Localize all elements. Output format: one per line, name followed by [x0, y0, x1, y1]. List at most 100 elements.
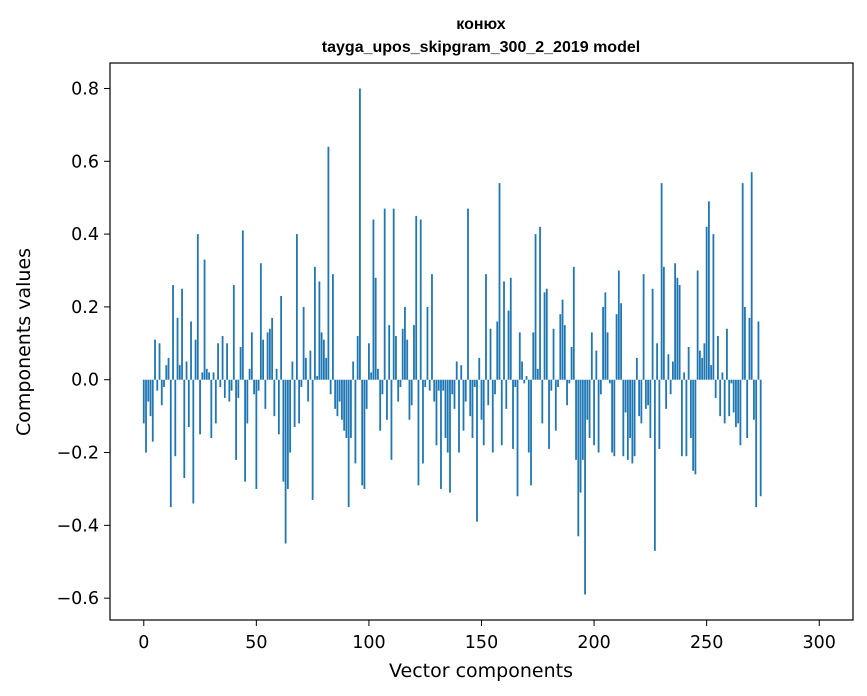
bar-18: [183, 379, 186, 479]
bar-232: [665, 379, 668, 409]
bar-92: [350, 379, 352, 438]
bar-52: [259, 263, 262, 380]
x-tick-label: 200: [577, 633, 610, 653]
bar-125: [424, 379, 427, 388]
bar-165: [514, 379, 517, 388]
bar-237: [676, 277, 679, 380]
bar-194: [579, 379, 582, 493]
bar-192: [575, 379, 577, 460]
bar-155: [491, 379, 494, 453]
bar-27: [203, 259, 206, 380]
bar-245: [694, 379, 697, 475]
bar-60: [277, 379, 280, 435]
y-tick-label: 0.2: [71, 298, 99, 318]
bar-257: [721, 372, 724, 380]
bar-47: [248, 368, 251, 380]
bar-183: [554, 379, 557, 431]
bar-234: [669, 379, 672, 395]
bar-91: [347, 379, 350, 508]
bar-33: [217, 343, 219, 380]
bar-81: [325, 357, 328, 380]
bar-250: [705, 226, 708, 380]
bar-180: [548, 379, 550, 449]
chart-title: конюх: [456, 16, 506, 33]
bar-123: [419, 219, 422, 380]
bar-215: [626, 379, 629, 460]
bar-227: [653, 379, 656, 551]
bar-244: [692, 379, 695, 471]
bar-12: [169, 379, 172, 508]
bar-249: [703, 343, 706, 380]
bar-15: [176, 317, 179, 380]
bar-71: [302, 306, 305, 380]
bar-133: [442, 379, 445, 391]
bar-115: [401, 328, 404, 380]
bar-67: [293, 379, 296, 428]
bar-259: [726, 328, 728, 380]
bar-56: [268, 328, 271, 380]
bar-206: [606, 332, 609, 380]
bar-127: [428, 379, 431, 391]
bar-131: [437, 379, 440, 391]
bar-114: [399, 379, 402, 388]
x-tick-label: 150: [465, 633, 498, 653]
bar-242: [687, 346, 690, 380]
bar-28: [205, 368, 208, 380]
bar-2: [147, 379, 150, 402]
bar-88: [341, 379, 343, 420]
bar-101: [370, 372, 373, 380]
bar-185: [559, 314, 562, 380]
bar-86: [336, 379, 339, 417]
bar-226: [651, 288, 654, 380]
bar-182: [552, 328, 555, 380]
bar-196: [584, 379, 586, 595]
bar-75: [311, 379, 314, 500]
bar-159: [500, 379, 503, 446]
bar-87: [338, 379, 341, 402]
bar-69: [298, 379, 301, 424]
bar-236: [674, 263, 677, 380]
bar-139: [455, 361, 458, 380]
bar-212: [620, 303, 622, 380]
bar-44: [241, 230, 244, 380]
bar-178: [543, 292, 546, 380]
bar-251: [708, 201, 710, 380]
bar-147: [473, 379, 476, 388]
bar-157: [496, 321, 499, 380]
bar-83: [329, 379, 332, 395]
bar-109: [388, 325, 391, 380]
bar-202: [597, 379, 600, 453]
bar-46: [246, 379, 249, 424]
bar-8: [160, 379, 163, 406]
bar-11: [167, 357, 170, 380]
bar-134: [444, 379, 447, 438]
bar-186: [561, 299, 564, 380]
bar-269: [748, 317, 751, 380]
bar-199: [590, 332, 593, 380]
bar-6: [156, 379, 159, 391]
bar-156: [494, 379, 496, 395]
y-tick-label: −0.4: [57, 516, 100, 536]
bar-132: [440, 379, 442, 489]
bar-173: [532, 332, 535, 380]
bar-167: [518, 332, 521, 380]
bar-152: [485, 274, 487, 380]
bar-48: [250, 332, 253, 380]
y-tick-label: −0.6: [57, 589, 100, 609]
bar-213: [622, 379, 625, 457]
bar-270: [750, 172, 753, 380]
bar-144: [467, 208, 469, 380]
bar-253: [712, 234, 715, 380]
bar-136: [449, 379, 451, 493]
bar-13: [172, 285, 174, 380]
bar-99: [365, 379, 368, 409]
bar-148: [476, 379, 478, 522]
bar-145: [469, 379, 472, 417]
bar-120: [413, 325, 415, 380]
bar-146: [471, 379, 474, 438]
bar-241: [685, 379, 688, 457]
bar-20: [187, 379, 190, 428]
bar-161: [505, 379, 508, 409]
bar-240: [683, 372, 686, 380]
bar-160: [503, 281, 505, 380]
